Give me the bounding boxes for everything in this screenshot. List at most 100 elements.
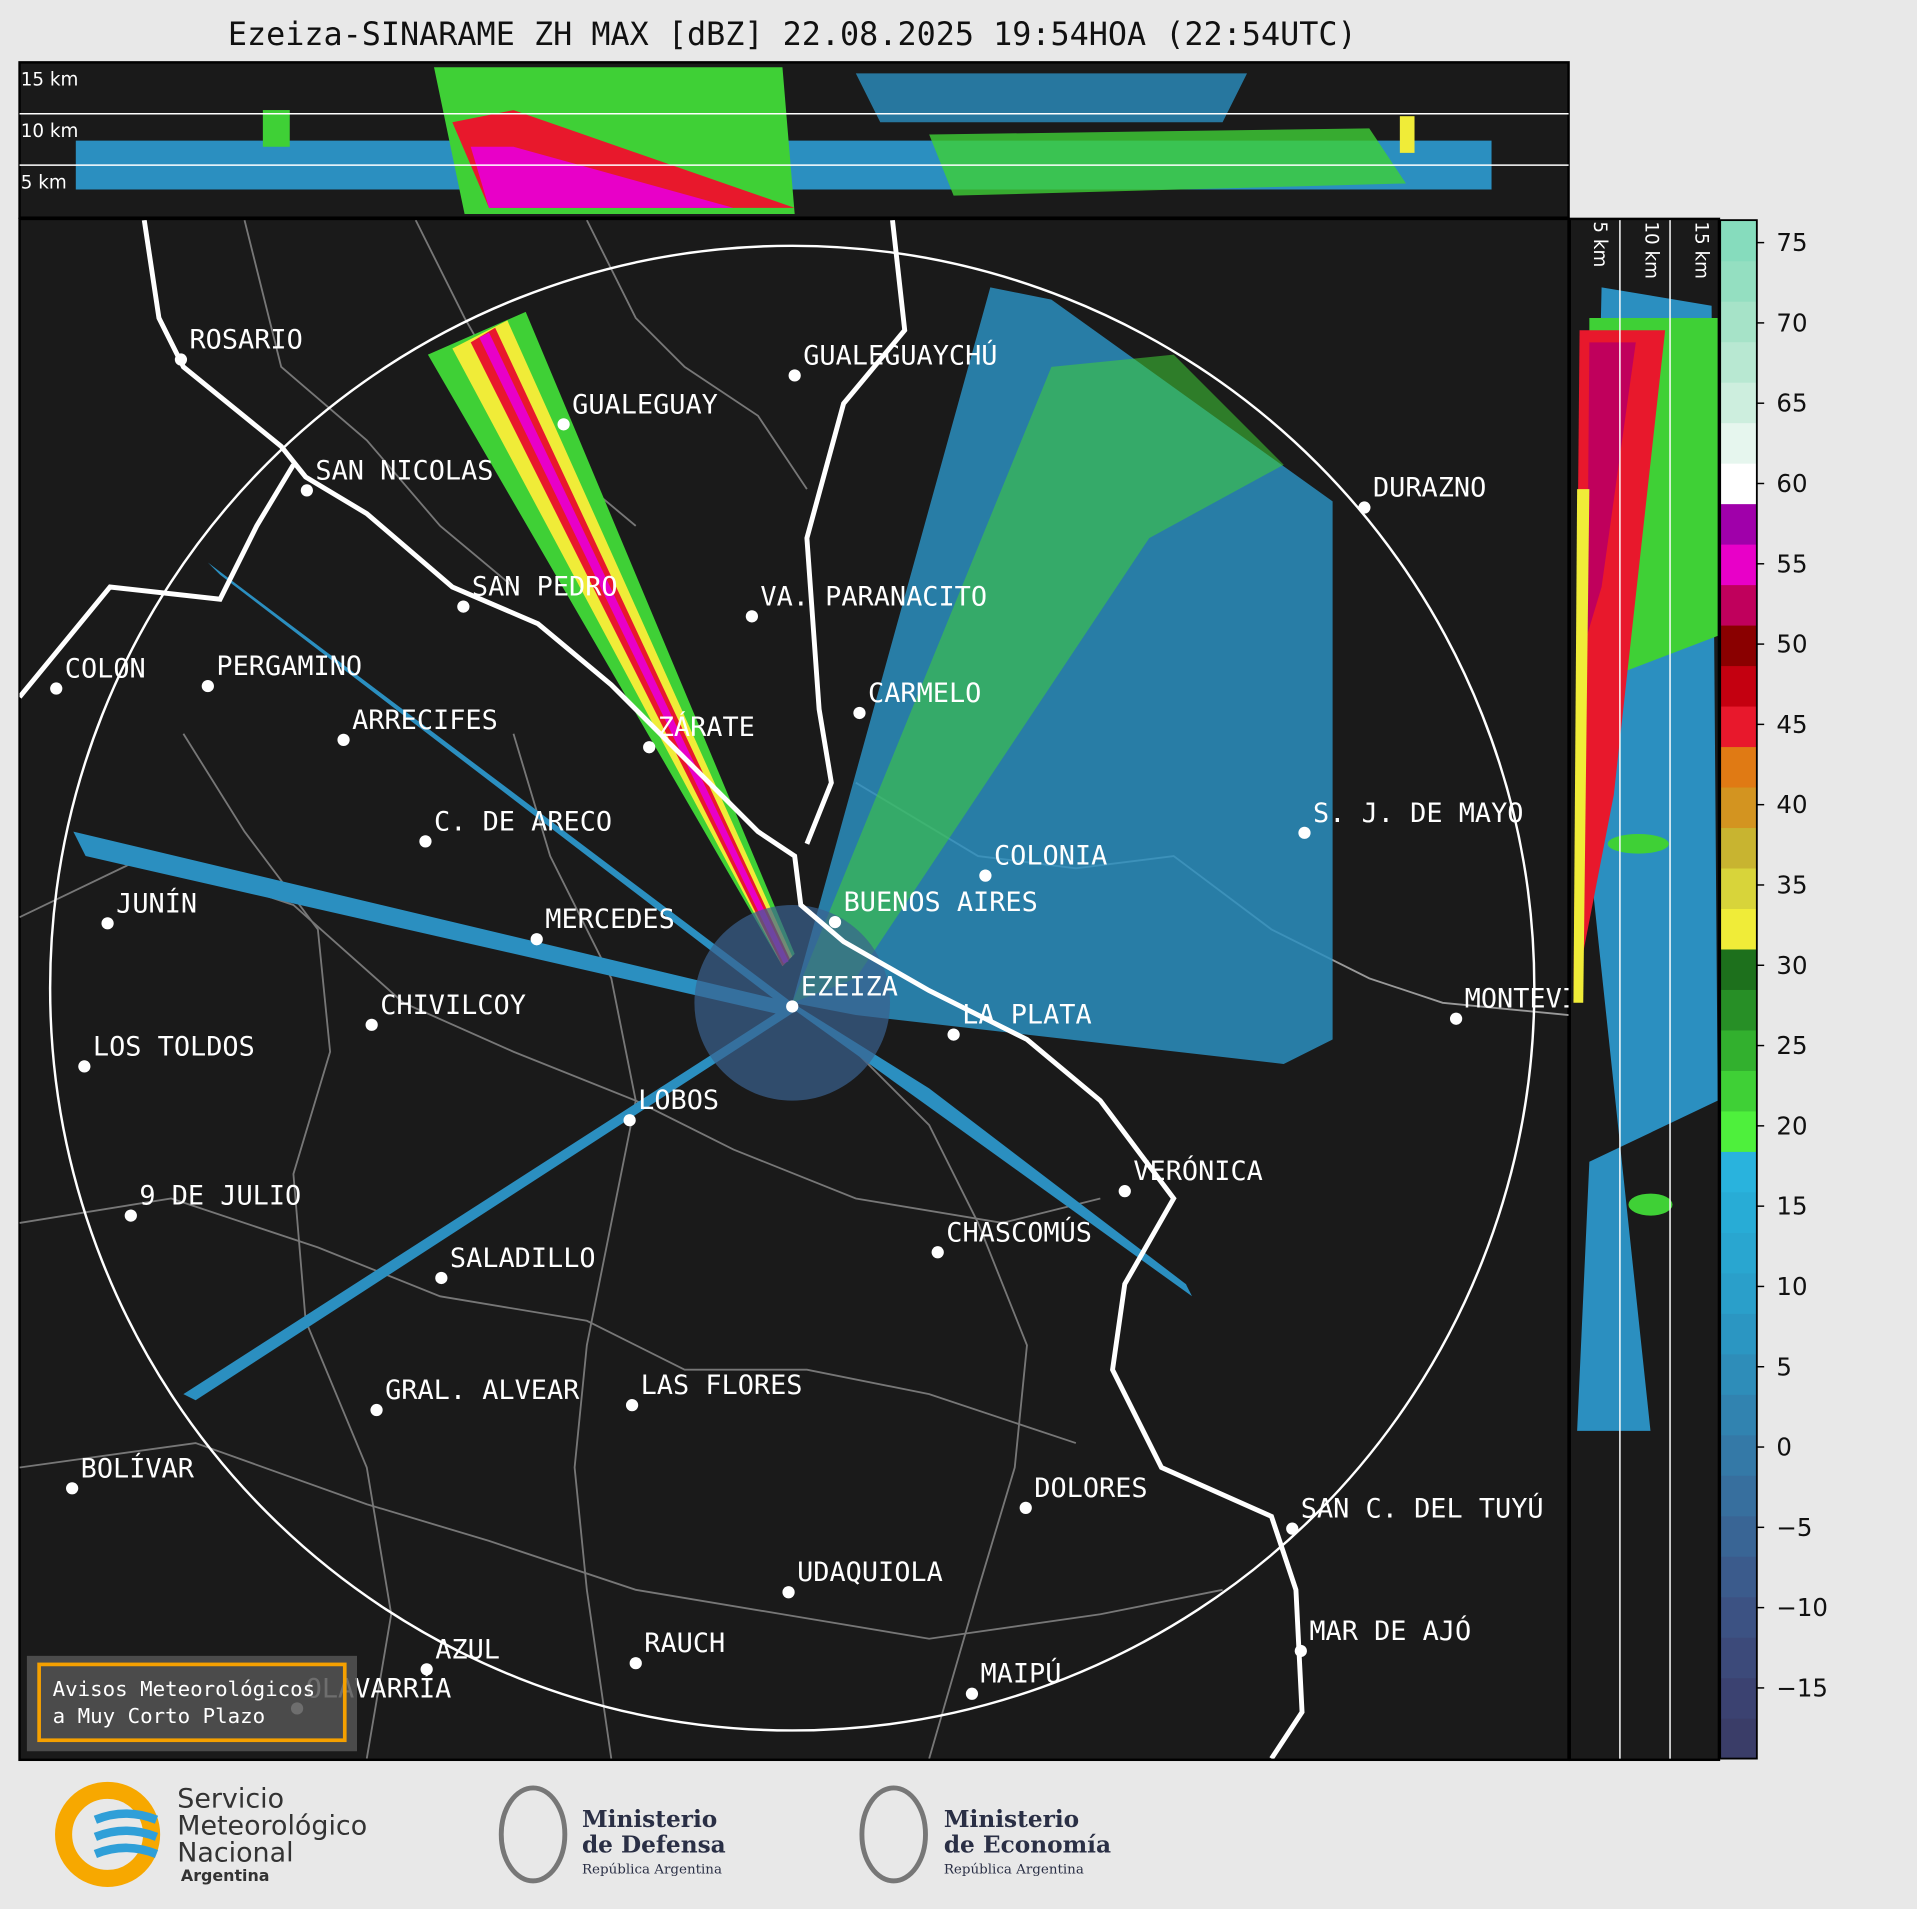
city-label: DOLORES — [1034, 1473, 1147, 1504]
city-label: BUENOS AIRES — [844, 887, 1038, 918]
city-dot — [101, 917, 114, 930]
city-dot — [300, 484, 313, 497]
city-label: DURAZNO — [1373, 473, 1486, 504]
colorbar-band — [1720, 220, 1757, 262]
colorbar-tick-label: −15 — [1776, 1673, 1828, 1702]
colorbar-band — [1720, 301, 1757, 343]
colorbar-tick-label: −10 — [1776, 1593, 1828, 1622]
colorbar-band — [1720, 584, 1757, 626]
city-dot — [1298, 826, 1311, 839]
colorbar-tick-label: 60 — [1776, 469, 1807, 498]
city-label: GUALEGUAYCHÚ — [803, 339, 997, 371]
logo-text: Argentina — [181, 1866, 270, 1885]
height-label: 15 km — [1691, 221, 1712, 279]
colorbar-tick-label: 15 — [1776, 1192, 1807, 1221]
city-label: UDAQUIOLA — [797, 1557, 943, 1588]
colorbar-band — [1720, 1394, 1757, 1436]
colorbar-band — [1720, 1272, 1757, 1314]
colorbar-band — [1720, 1029, 1757, 1071]
city-label: C. DE ARECO — [434, 806, 612, 837]
colorbar-band — [1720, 1434, 1757, 1476]
colorbar-band — [1720, 341, 1757, 383]
colorbar-band — [1720, 422, 1757, 464]
colorbar-band — [1720, 1151, 1757, 1193]
city-label: SALADILLO — [450, 1243, 596, 1274]
city-label: GRAL. ALVEAR — [385, 1375, 580, 1406]
logo-text: de Economía — [944, 1832, 1111, 1859]
map-content: ROSARIO GUALEGUAYCHÚ GUALEGUAY SAN NICOLAS D… — [19, 220, 1569, 1759]
city-dot — [66, 1482, 79, 1495]
colorbar-band — [1720, 1596, 1757, 1638]
colorbar-tick-label: 75 — [1776, 228, 1807, 257]
colorbar-band — [1720, 1232, 1757, 1274]
colorbar-band — [1720, 1313, 1757, 1355]
colorbar-band — [1720, 1110, 1757, 1152]
side-profile-echoes — [1573, 287, 1718, 1431]
height-label: 5 km — [21, 172, 67, 193]
colorbar-band — [1720, 624, 1757, 667]
city-dot — [557, 418, 570, 431]
range-ring — [48, 244, 1536, 1732]
colorbar-band — [1720, 1556, 1757, 1598]
colorbar-band — [1720, 1637, 1757, 1679]
city-label: COLON — [65, 654, 146, 685]
city-label: PERGAMINO — [216, 651, 362, 682]
logo-text: Meteorológico — [177, 1810, 367, 1841]
colorbar-band — [1720, 827, 1757, 869]
city-dot — [1286, 1522, 1299, 1535]
colorbar-band — [1720, 746, 1757, 788]
city-dot — [828, 915, 842, 929]
colorbar-tick-label: 45 — [1776, 710, 1807, 739]
colorbar-tick-label: 0 — [1776, 1433, 1792, 1462]
alert-box[interactable] — [37, 1662, 347, 1743]
colorbar-band — [1720, 1191, 1757, 1233]
city-label: 9 DE JULIO — [139, 1181, 301, 1212]
colorbar-band — [1720, 665, 1757, 707]
colorbar-band — [1720, 1353, 1757, 1395]
colorbar-frame — [1719, 219, 1758, 1760]
city-label: LOBOS — [638, 1085, 719, 1116]
city-layer: ROSARIO GUALEGUAYCHÚ GUALEGUAY SAN NICOLAS D… — [50, 325, 1569, 1715]
colorbar-tick-label: 5 — [1776, 1352, 1792, 1381]
colorbar-band — [1720, 1677, 1757, 1719]
colorbar-band — [1720, 989, 1757, 1031]
city-dot — [1449, 1012, 1463, 1025]
city-dot — [78, 1060, 91, 1073]
alert-text: a Muy Corto Plazo — [53, 1704, 266, 1728]
colorbar-tick-label: 25 — [1776, 1031, 1807, 1060]
colorbar-band — [1720, 544, 1757, 586]
city-label: CHASCOMÚS — [946, 1216, 1092, 1248]
city-dot — [643, 741, 656, 754]
colorbar-tick-label: 55 — [1776, 549, 1807, 578]
city-dot — [124, 1209, 137, 1222]
city-dot — [457, 600, 470, 613]
height-label: 10 km — [1641, 221, 1662, 279]
colorbar-tick-label: 50 — [1776, 630, 1807, 659]
city-label: MERCEDES — [545, 904, 675, 935]
city-label: S. J. DE MAYO — [1313, 798, 1523, 829]
city-dot — [965, 1687, 979, 1700]
colorbar-band — [1720, 503, 1757, 545]
city-label: COLONIA — [994, 841, 1107, 872]
city-label: CHIVILCOY — [380, 990, 526, 1021]
colorbar-band — [1720, 260, 1757, 302]
city-dot — [420, 1663, 433, 1676]
city-label: AZUL — [435, 1634, 500, 1665]
logo-text: República Argentina — [944, 1863, 1084, 1878]
city-label: BOLÍVAR — [81, 1452, 195, 1484]
colorbar-band — [1720, 1475, 1757, 1517]
city-dot — [419, 835, 432, 848]
city-dot — [629, 1657, 642, 1670]
logo-text: Nacional — [177, 1837, 293, 1868]
city-label: MAIPÚ — [981, 1658, 1062, 1690]
alert-box-bg — [26, 1655, 357, 1752]
city-label: VA. PARANACITO — [760, 581, 987, 612]
city-label: LAS FLORES — [641, 1370, 803, 1401]
city-dot — [1294, 1644, 1307, 1658]
city-label: LOS TOLDOS — [93, 1031, 255, 1062]
city-dot — [853, 706, 866, 720]
colorbar-band — [1720, 948, 1757, 990]
city-dot — [435, 1271, 448, 1285]
